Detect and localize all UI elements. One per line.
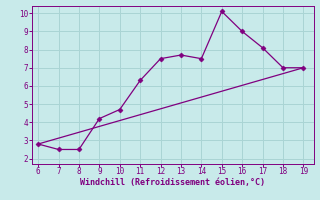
X-axis label: Windchill (Refroidissement éolien,°C): Windchill (Refroidissement éolien,°C) (80, 178, 265, 187)
